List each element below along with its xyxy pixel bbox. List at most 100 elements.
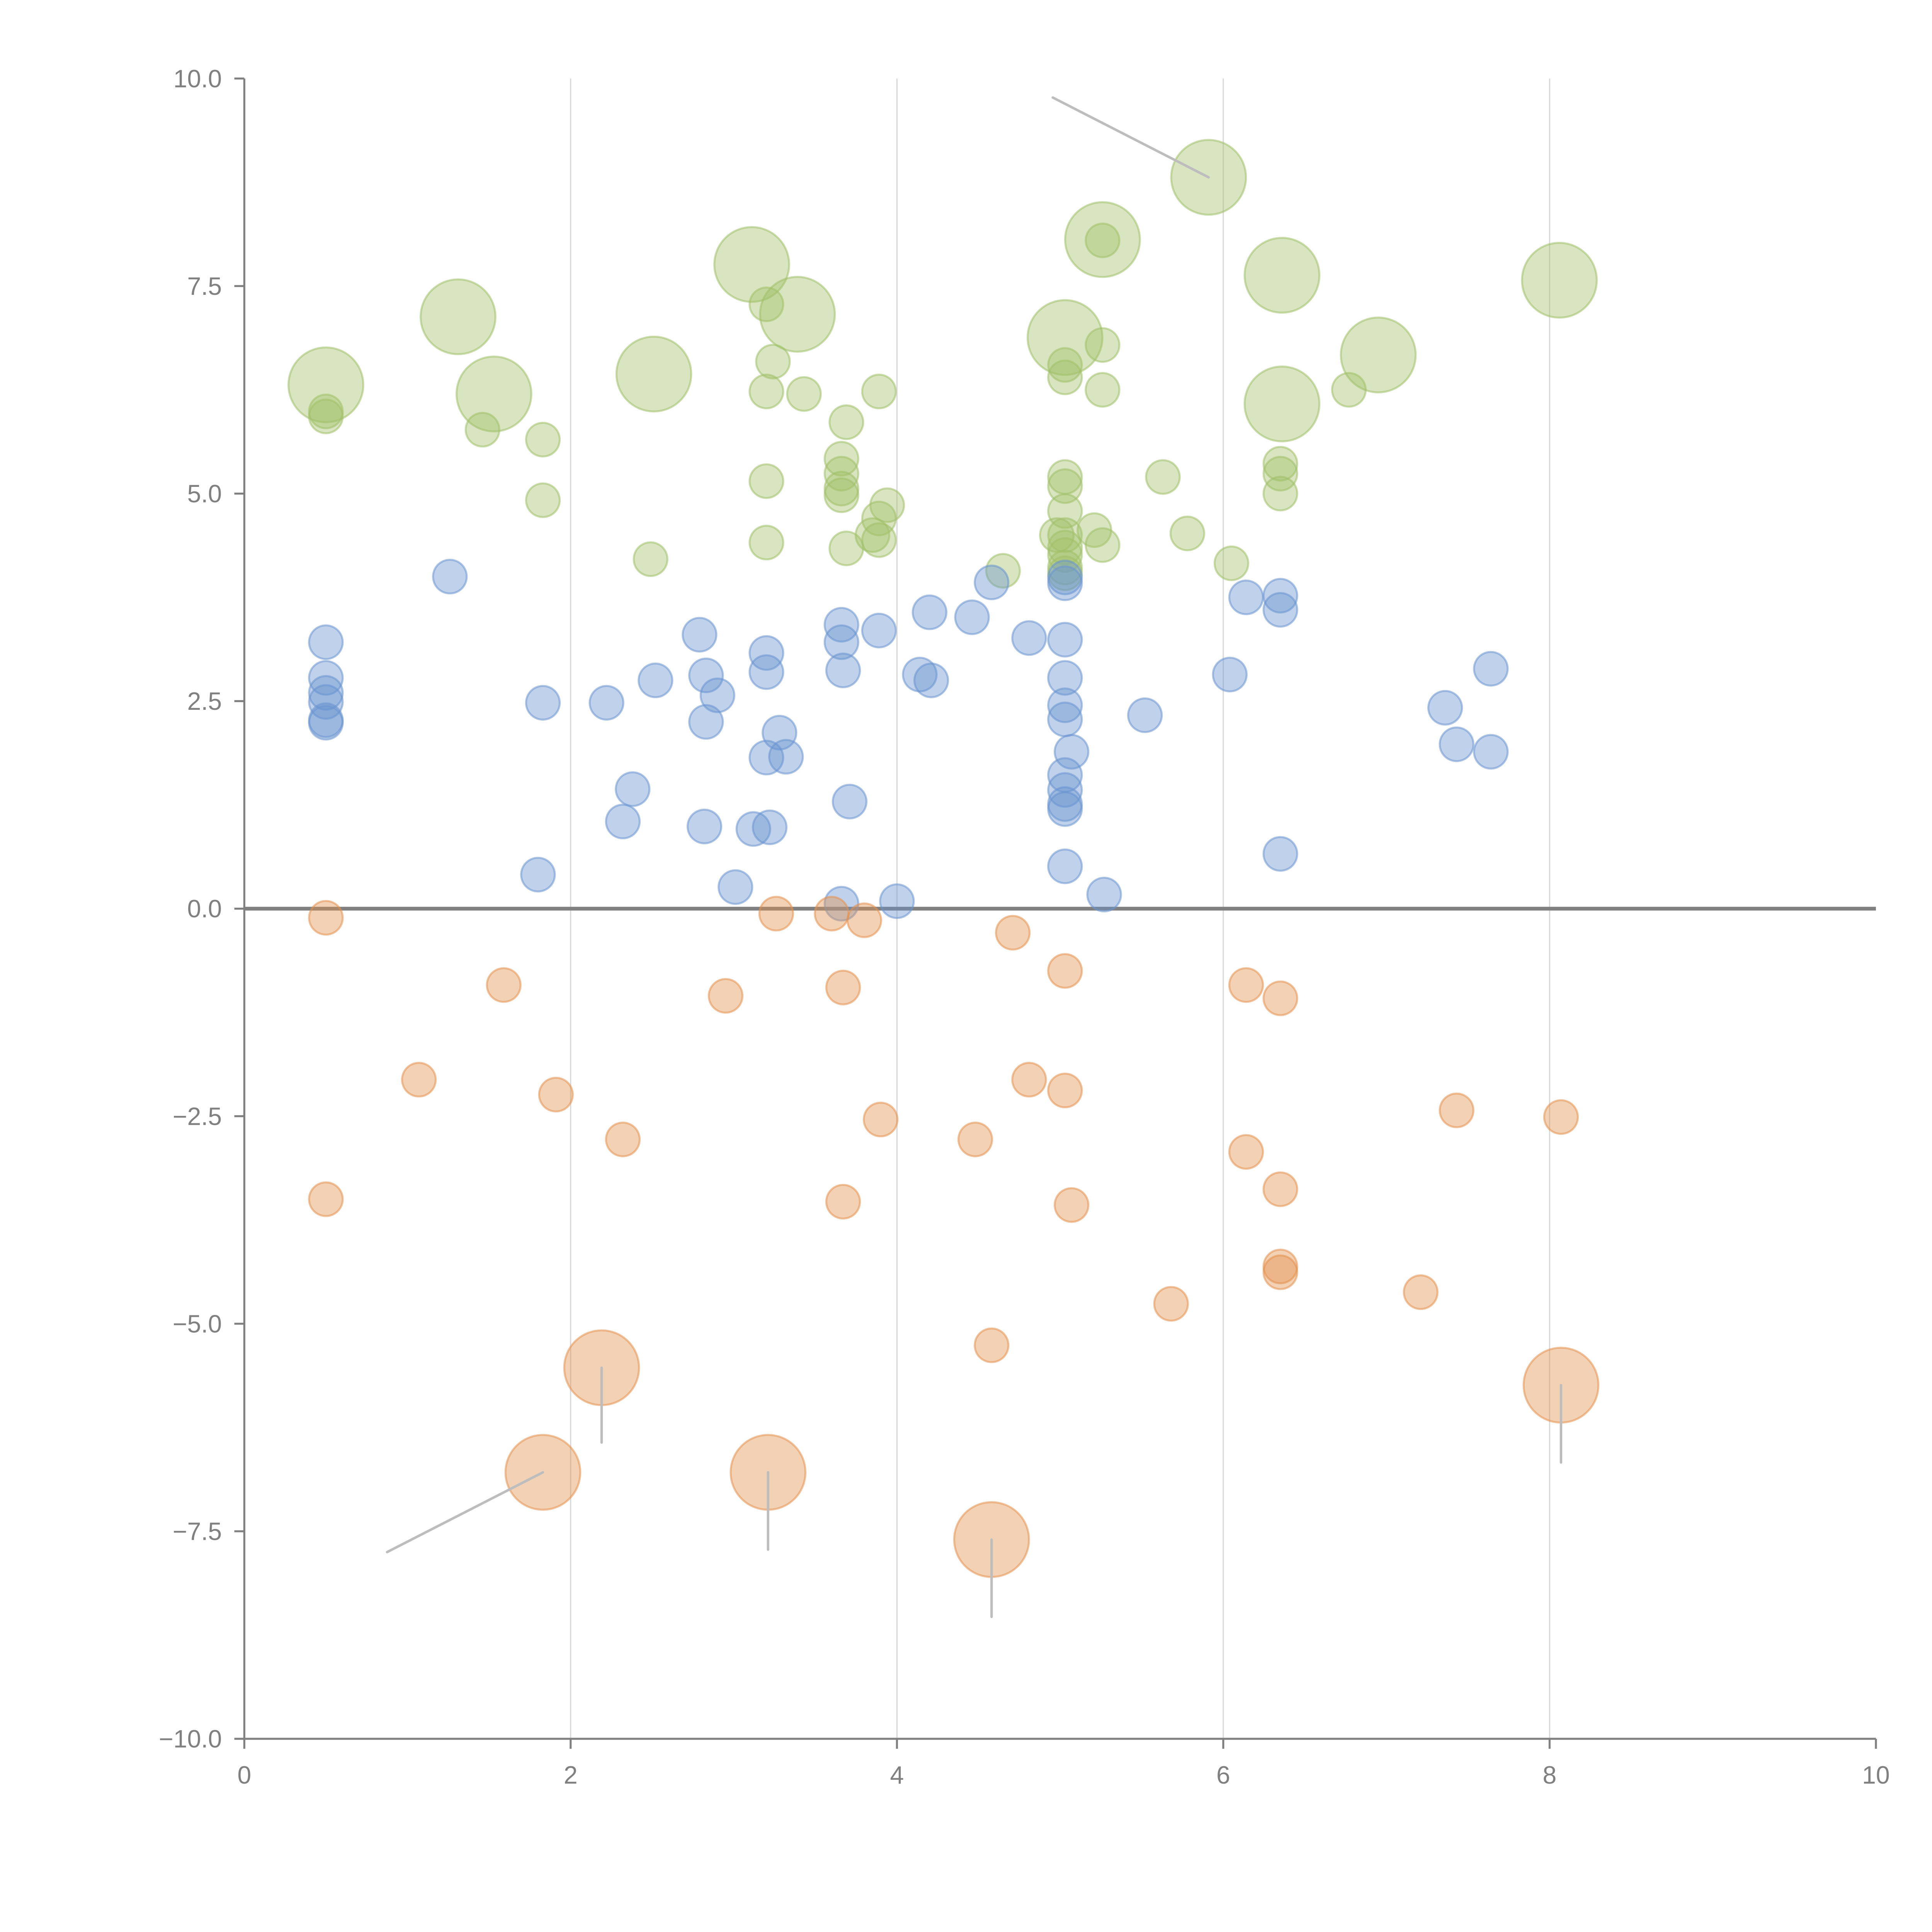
orange-point xyxy=(846,902,882,938)
blue-point xyxy=(308,705,344,741)
orange-point xyxy=(401,1062,437,1098)
blue-point xyxy=(1127,697,1163,733)
orange-point xyxy=(1011,1062,1047,1098)
green-point xyxy=(748,374,784,410)
blue-point xyxy=(1047,565,1083,601)
blue-point xyxy=(748,654,784,690)
orange-point xyxy=(758,896,794,932)
blue-point xyxy=(688,657,724,694)
orange-point xyxy=(707,978,744,1014)
green-large-point xyxy=(420,278,497,355)
blue-point xyxy=(1473,651,1509,687)
blue-point xyxy=(1047,701,1083,737)
y-tick-label: 7.5 xyxy=(187,272,222,300)
orange-point xyxy=(1262,1254,1298,1290)
y-axis-ticks: 10.0 7.5 5.0 2.5 0.0 −2.5 −5.0 −7.5 −10.0 xyxy=(159,65,245,1753)
data-points xyxy=(287,96,1600,1618)
series-blue xyxy=(308,559,1509,922)
blue-point xyxy=(1262,836,1298,872)
blue-point xyxy=(768,739,804,775)
orange-point xyxy=(1047,953,1083,989)
orange-point xyxy=(1439,1092,1475,1128)
orange-point xyxy=(814,896,850,932)
green-point xyxy=(823,441,859,477)
green-large-point xyxy=(1026,299,1104,376)
blue-point xyxy=(913,662,949,698)
green-point xyxy=(1085,223,1121,259)
orange-point xyxy=(825,1184,861,1220)
orange-point xyxy=(957,1121,993,1157)
green-large-point xyxy=(1521,242,1598,319)
orange-point xyxy=(995,915,1031,951)
orange-point xyxy=(1228,967,1264,1003)
blue-point xyxy=(974,565,1010,600)
green-point xyxy=(308,393,344,429)
orange-point xyxy=(825,969,861,1005)
blue-point xyxy=(1047,660,1083,696)
blue-point xyxy=(832,784,867,820)
green-point xyxy=(823,456,859,492)
green-large-point xyxy=(1243,366,1321,442)
orange-point xyxy=(538,1077,574,1112)
green-large-point xyxy=(455,355,532,432)
green-point xyxy=(828,404,864,440)
blue-point xyxy=(638,662,673,698)
green-large-point xyxy=(1340,316,1417,393)
blue-point xyxy=(1473,734,1509,770)
green-point xyxy=(1262,476,1298,512)
blue-point xyxy=(1047,848,1083,884)
annotation-leader-line xyxy=(1051,96,1210,179)
orange-point xyxy=(1403,1274,1439,1310)
y-tick-label: −5.0 xyxy=(173,1310,222,1338)
blue-point xyxy=(1047,687,1083,723)
orange-point xyxy=(974,1327,1010,1363)
blue-point xyxy=(682,617,718,653)
blue-point xyxy=(308,675,344,711)
x-tick-label: 6 xyxy=(1216,1761,1230,1789)
orange-point xyxy=(862,1102,899,1138)
orange-point xyxy=(1262,1171,1298,1207)
green-point xyxy=(1262,456,1298,492)
blue-point xyxy=(1212,656,1248,692)
blue-point xyxy=(308,684,344,720)
y-tick-label: −2.5 xyxy=(173,1102,222,1130)
green-point xyxy=(1047,359,1083,395)
orange-point xyxy=(1262,980,1298,1016)
blue-point xyxy=(762,715,798,751)
green-point xyxy=(748,525,784,561)
series-orange xyxy=(308,896,1600,1578)
green-large-point xyxy=(759,276,836,353)
blue-point xyxy=(615,771,651,807)
blue-point xyxy=(718,869,753,905)
green-point xyxy=(861,374,897,410)
x-axis-ticks: 0 2 4 6 8 10 xyxy=(237,1739,1890,1789)
annotation-leader-line xyxy=(386,1471,544,1554)
green-point xyxy=(1262,446,1298,482)
green-point xyxy=(1039,517,1075,553)
x-tick-label: 10 xyxy=(1862,1761,1890,1789)
green-point xyxy=(1145,459,1181,495)
blue-point xyxy=(954,599,990,635)
blue-point xyxy=(752,809,788,845)
green-point xyxy=(854,517,891,553)
blue-point xyxy=(1047,772,1083,808)
green-point xyxy=(755,344,791,379)
y-tick-label: 2.5 xyxy=(187,687,222,715)
blue-point xyxy=(1228,579,1264,616)
green-large-point xyxy=(1243,237,1321,314)
blue-point xyxy=(912,594,947,630)
green-point xyxy=(823,477,859,513)
blue-point xyxy=(525,685,561,721)
green-point xyxy=(525,422,561,457)
green-point xyxy=(1213,545,1250,582)
blue-point xyxy=(688,704,724,740)
x-tick-label: 8 xyxy=(1543,1761,1556,1789)
blue-point xyxy=(605,803,641,840)
y-tick-label: −7.5 xyxy=(173,1517,222,1545)
blue-point xyxy=(1086,876,1122,913)
blue-point xyxy=(879,883,915,919)
orange-point xyxy=(605,1121,641,1157)
green-point xyxy=(1085,372,1121,408)
orange-point xyxy=(486,967,522,1003)
